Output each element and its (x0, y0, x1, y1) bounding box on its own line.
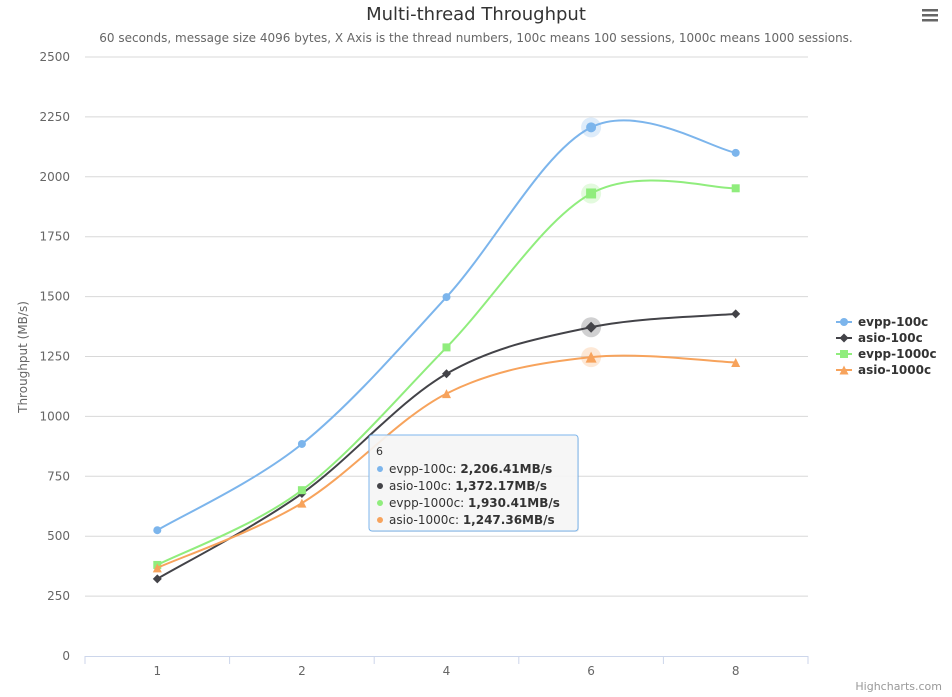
y-axis-title: Throughput (MB/s) (16, 301, 30, 414)
tooltip-row: asio-100c: 1,372.17MB/s (389, 479, 547, 493)
data-point-marker[interactable] (297, 439, 306, 448)
y-tick-label: 2250 (39, 110, 70, 124)
tooltip-bullet (377, 517, 383, 523)
y-tick-label: 750 (47, 469, 70, 483)
data-point-marker[interactable] (442, 369, 451, 379)
data-point-marker[interactable] (731, 184, 740, 193)
series-asio-1000c (152, 347, 741, 573)
credits-link[interactable]: Highcharts.com (855, 680, 942, 693)
y-tick-label: 1750 (39, 230, 70, 244)
legend: evpp-100c asio-100c evpp-1000c asio-1000c (836, 315, 937, 377)
y-axis: 0 250 500 750 1000 1250 1500 1750 2000 2250 2500 (39, 50, 70, 663)
tooltip-row: evpp-100c: 2,206.41MB/s (389, 462, 552, 476)
data-point-marker[interactable] (152, 574, 162, 584)
data-point-marker[interactable] (442, 343, 451, 352)
data-point-marker[interactable] (442, 389, 451, 399)
tooltip-row: evpp-1000c: 1,930.41MB/s (389, 496, 560, 510)
chart-title: Multi-thread Throughput (366, 4, 586, 25)
data-point-marker[interactable] (731, 148, 740, 157)
y-tick-label: 1000 (39, 409, 70, 423)
hamburger-menu-icon[interactable] (916, 4, 944, 26)
data-point-marker[interactable] (586, 122, 597, 133)
data-point-marker[interactable] (586, 188, 597, 199)
y-tick-label: 0 (62, 649, 70, 663)
legend-symbol-marker[interactable] (839, 365, 849, 375)
data-point-marker[interactable] (731, 309, 741, 319)
legend-label: asio-1000c (858, 363, 931, 377)
legend-label: asio-100c (858, 331, 923, 345)
series-group (152, 117, 741, 584)
chart-subtitle: 60 seconds, message size 4096 bytes, X A… (99, 31, 852, 45)
x-tick-label: 1 (153, 664, 161, 678)
legend-item[interactable]: evpp-100c (836, 315, 928, 329)
tooltip-box (368, 434, 579, 532)
x-tick-label: 8 (732, 664, 740, 678)
data-point-marker[interactable] (442, 293, 451, 302)
data-point-marker[interactable] (153, 526, 162, 535)
x-axis: 1 2 4 6 8 (84, 656, 809, 678)
tooltip-bullet (377, 466, 383, 472)
data-point-marker[interactable] (731, 357, 741, 367)
data-point-marker[interactable] (585, 321, 597, 333)
legend-symbol-marker[interactable] (839, 333, 849, 343)
y-tick-label: 1500 (39, 290, 70, 304)
legend-label: evpp-100c (858, 315, 928, 329)
tooltip-bullet (377, 483, 383, 489)
legend-label: evpp-1000c (858, 347, 937, 361)
series-asio-100c (152, 309, 741, 584)
series-evpp-100c (153, 117, 740, 535)
y-tick-label: 250 (47, 589, 70, 603)
tooltip-header: 6 (376, 445, 383, 458)
tooltip: 6 evpp-100c: 2,206.41MB/s asio-100c: 1,372… (368, 434, 579, 532)
legend-symbol-marker[interactable] (840, 318, 848, 326)
x-tick-label: 4 (443, 664, 451, 678)
y-tick-label: 1250 (39, 350, 70, 364)
legend-symbol-marker[interactable] (840, 350, 848, 358)
legend-item[interactable]: evpp-1000c (836, 347, 937, 361)
y-tick-label: 500 (47, 529, 70, 543)
x-tick-label: 6 (587, 664, 595, 678)
y-tick-label: 2500 (39, 50, 70, 64)
legend-item[interactable]: asio-100c (836, 331, 923, 345)
data-point-marker[interactable] (297, 486, 306, 495)
y-tick-label: 2000 (39, 170, 70, 184)
tooltip-row: asio-1000c: 1,247.36MB/s (389, 513, 555, 527)
data-point-marker[interactable] (297, 498, 307, 508)
tooltip-bullet (377, 500, 383, 506)
legend-item[interactable]: asio-1000c (836, 363, 931, 377)
x-tick-label: 2 (298, 664, 306, 678)
data-point-marker[interactable] (585, 351, 597, 363)
data-point-marker[interactable] (152, 563, 162, 573)
